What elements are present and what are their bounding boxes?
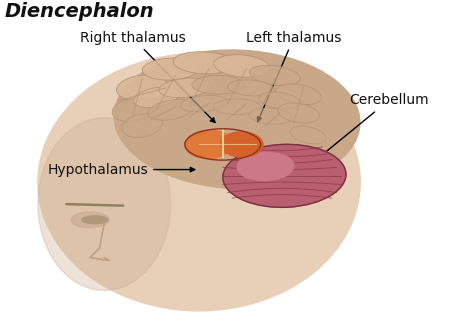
Text: Hypothalamus: Hypothalamus: [47, 163, 195, 176]
Ellipse shape: [185, 130, 232, 159]
Ellipse shape: [276, 84, 321, 105]
Ellipse shape: [142, 58, 199, 80]
Text: Cerebellum: Cerebellum: [311, 94, 428, 164]
Ellipse shape: [38, 118, 171, 290]
Ellipse shape: [82, 216, 108, 224]
Ellipse shape: [117, 75, 168, 101]
Ellipse shape: [71, 212, 109, 228]
Ellipse shape: [159, 78, 210, 98]
Ellipse shape: [249, 108, 292, 124]
Ellipse shape: [112, 98, 153, 122]
Ellipse shape: [249, 65, 301, 85]
Text: Left thalamus: Left thalamus: [246, 31, 342, 122]
Ellipse shape: [38, 53, 360, 311]
Ellipse shape: [237, 152, 294, 181]
Text: Diencephalon: Diencephalon: [5, 2, 155, 21]
Ellipse shape: [181, 95, 227, 112]
Ellipse shape: [192, 75, 244, 94]
Ellipse shape: [223, 144, 346, 207]
Ellipse shape: [173, 52, 235, 74]
Ellipse shape: [259, 92, 301, 109]
Ellipse shape: [148, 100, 193, 120]
Ellipse shape: [213, 99, 261, 115]
Ellipse shape: [290, 126, 326, 144]
Ellipse shape: [134, 87, 179, 108]
Ellipse shape: [214, 55, 270, 77]
Ellipse shape: [122, 114, 163, 138]
Ellipse shape: [228, 80, 275, 96]
Text: Right thalamus: Right thalamus: [80, 31, 215, 122]
Ellipse shape: [220, 132, 263, 157]
Ellipse shape: [175, 71, 318, 181]
Ellipse shape: [278, 103, 319, 123]
Ellipse shape: [114, 50, 360, 189]
